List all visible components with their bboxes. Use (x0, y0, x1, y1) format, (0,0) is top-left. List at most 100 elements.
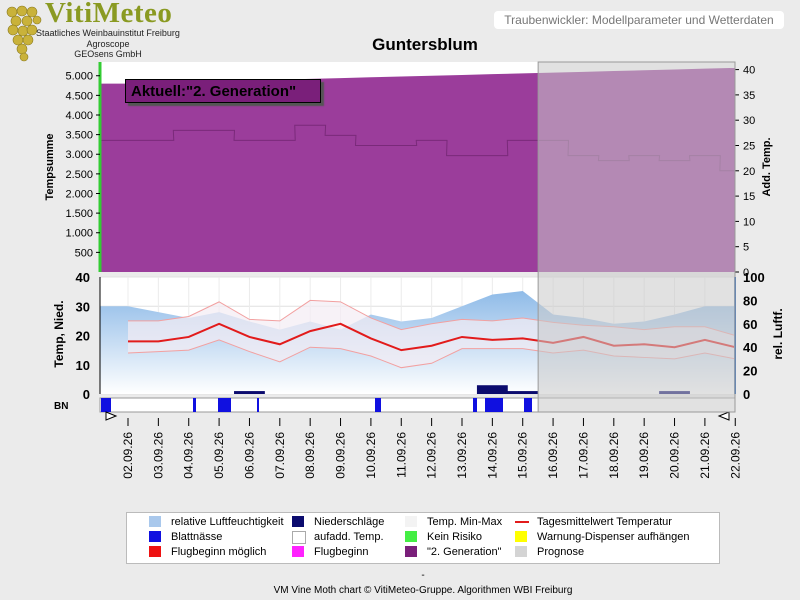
ytick-humidity-label: 20 (743, 364, 757, 379)
date-axis: 02.09.26 03.09.26 04.09.26 05.09.26 06.09.26… (121, 418, 742, 479)
xtick-label: 04.09.26 (182, 432, 196, 479)
legend-swatch (292, 546, 304, 557)
precipitation-bar (507, 391, 539, 394)
ytick-left-label: 1.000 (65, 228, 93, 240)
ytick-humidity-label: 100 (743, 270, 765, 285)
ylabel-tempsumme: Tempsumme (44, 133, 56, 200)
legend-label: Temp. Min-Max (427, 516, 503, 528)
legend-swatch (292, 516, 304, 527)
ytick-left-label: 5.000 (65, 71, 93, 83)
ytick-humidity-label: 40 (743, 340, 757, 355)
app-title-badge: Traubenwickler: Modellparameter und Wett… (494, 11, 784, 29)
leaf-wetness-bar (375, 398, 381, 412)
ytick-temp-label: 10 (76, 358, 90, 373)
vitimeteo-logo: VitiMeteo Staatliches Weinbauinstitut Fr… (0, 0, 190, 62)
xtick-label: 03.09.26 (151, 432, 165, 479)
xtick-label: 16.09.26 (546, 432, 560, 479)
ytick-temp-label: 20 (76, 329, 90, 344)
ylabel-add-temp: Add. Temp. (761, 137, 773, 196)
grape-icon (6, 5, 42, 62)
ytick-temp-label: 40 (76, 270, 90, 285)
ytick-humidity-label: 0 (743, 387, 750, 402)
legend-label: Niederschläge (314, 516, 385, 528)
legend-swatch (149, 516, 161, 527)
ytick-temp-label: 30 (76, 299, 90, 314)
xtick-label: 18.09.26 (607, 432, 621, 479)
xtick-label: 05.09.26 (212, 432, 226, 479)
xtick-label: 20.09.26 (668, 432, 682, 479)
ytick-right-label: 0 (743, 267, 749, 279)
ytick-right-label: 35 (743, 90, 755, 102)
xtick-label: 06.09.26 (242, 432, 256, 479)
xtick-label: 22.09.26 (728, 432, 742, 479)
xtick-label: 09.09.26 (334, 432, 348, 479)
xtick-label: 21.09.26 (698, 432, 712, 479)
leaf-wetness-bar (101, 398, 111, 412)
legend-label: Warnung-Dispenser aufhängen (537, 531, 690, 543)
forecast-overlay (537, 61, 736, 413)
legend-swatch (515, 521, 529, 523)
ytick-left-label: 500 (75, 247, 93, 259)
logo-geosens: GEOsens GmbH (74, 49, 142, 59)
footer-dash: - (421, 570, 425, 581)
legend-swatch (292, 531, 306, 544)
xtick-label: 14.09.26 (485, 432, 499, 479)
ytick-left-label: 3.000 (65, 149, 93, 161)
scroll-right-icon (717, 411, 730, 421)
ytick-left-label: 3.500 (65, 130, 93, 142)
axis-labels: Tempsumme Add. Temp. Temp, Nied. rel. Lu… (44, 133, 785, 412)
legend-swatch (405, 516, 417, 527)
leaf-wetness-bar (218, 398, 231, 412)
legend-label: Flugbeginn möglich (171, 546, 267, 558)
legend-swatch (515, 546, 527, 557)
ytick-right-label: 10 (743, 216, 755, 228)
ytick-humidity-label: 80 (743, 293, 757, 308)
legend-label: Tagesmittelwert Temperatur (537, 516, 672, 528)
ytick-left-label: 2.500 (65, 169, 93, 181)
logo-agroscope: Agroscope (86, 39, 130, 49)
xtick-label: 13.09.26 (455, 432, 469, 479)
ytick-left-label: 2.000 (65, 188, 93, 200)
xtick-label: 17.09.26 (576, 432, 590, 479)
legend-swatch (405, 546, 417, 557)
ytick-left-label: 4.000 (65, 110, 93, 122)
chart-legend: relative Luftfeuchtigkeit Niederschläge Te… (126, 512, 720, 564)
legend-label: Flugbeginn (314, 546, 369, 558)
current-generation-label: Aktuell:"2. Generation" (125, 79, 321, 103)
legend-swatch (405, 531, 417, 542)
legend-swatch (149, 531, 161, 542)
ytick-right-label: 40 (743, 65, 755, 77)
xtick-label: 11.09.26 (394, 432, 408, 478)
bn-label: BN (54, 401, 68, 412)
legend-swatch (515, 531, 527, 542)
leaf-wetness-bar (524, 398, 532, 412)
xtick-label: 07.09.26 (273, 432, 287, 479)
precipitation-bar (476, 385, 508, 394)
logo-institute: Staatliches Weinbauinstitut Freiburg (36, 28, 180, 38)
ytick-right-label: 15 (743, 191, 755, 203)
ylabel-rel-luftf: rel. Luftf. (771, 308, 785, 359)
legend-label: aufadd. Temp. (314, 531, 384, 543)
footer-credit: VM Vine Moth chart © VitiMeteo-Gruppe. A… (273, 585, 573, 596)
ytick-right-label: 5 (743, 242, 749, 254)
legend-label: Blattnässe (171, 531, 223, 543)
xtick-label: 10.09.26 (364, 432, 378, 479)
precipitation-bar (234, 391, 265, 394)
leaf-wetness-bar (257, 398, 259, 412)
leaf-wetness-bar (193, 398, 196, 412)
ylabel-temp-nied: Temp, Nied. (52, 300, 66, 367)
legend-label: Kein Risiko (427, 531, 483, 543)
legend-label: Prognose (537, 546, 585, 558)
logo-title: VitiMeteo (45, 0, 173, 29)
ytick-humidity-label: 60 (743, 317, 757, 332)
xtick-label: 15.09.26 (516, 432, 530, 479)
chart-title: Guntersblum (372, 35, 478, 54)
xtick-label: 12.09.26 (425, 432, 439, 479)
legend-label: "2. Generation" (427, 546, 502, 558)
ytick-right-label: 20 (743, 166, 755, 178)
legend-label: relative Luftfeuchtigkeit (171, 516, 284, 528)
ytick-left-label: 1.500 (65, 208, 93, 220)
temp-min-max-band (128, 300, 736, 368)
xtick-label: 02.09.26 (121, 432, 135, 479)
